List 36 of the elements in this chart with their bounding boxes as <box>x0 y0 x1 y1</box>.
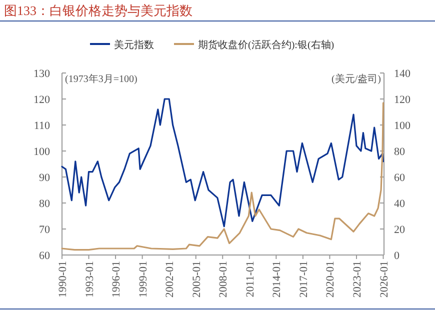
y-tick-label: 130 <box>34 68 50 80</box>
y-tick-label: 100 <box>34 146 50 158</box>
line-series <box>61 98 384 228</box>
legend-label: 期货收盘价(活跃合约):银(右轴) <box>198 39 334 51</box>
x-tick-label: 1999-01 <box>137 261 150 298</box>
x-tick-label: 2017-01 <box>298 261 310 298</box>
x-tick-label: 2026-01 <box>378 261 390 298</box>
y2-tick-label: 60 <box>394 172 406 184</box>
y2-tick-label: 120 <box>394 94 411 106</box>
y-tick-label: 70 <box>39 224 50 236</box>
y-tick-label: 110 <box>34 120 50 132</box>
y2-tick-label: 100 <box>394 120 411 132</box>
x-tick-label: 1990-01 <box>57 261 69 298</box>
x-tick-label: 1996-01 <box>110 261 123 298</box>
y-tick-label: 60 <box>39 250 50 262</box>
y-tick-label: 80 <box>39 198 50 210</box>
y-tick-label: 90 <box>39 172 50 184</box>
y2-tick-label: 0 <box>394 250 400 262</box>
y-axis-title: (1973年3月=100) <box>65 73 138 85</box>
y2-tick-label: 140 <box>394 68 411 80</box>
x-tick-label: 2008-01 <box>218 261 230 298</box>
x-tick-label: 2005-01 <box>190 261 203 298</box>
x-tick-label: 2023-01 <box>351 261 364 298</box>
legend-label: 美元指数 <box>114 39 154 51</box>
line-series <box>61 102 384 251</box>
y2-tick-label: 40 <box>394 198 406 210</box>
chart-title: 图133：白银价格走势与美元指数 <box>4 3 192 18</box>
x-tick-label: 2020-01 <box>324 261 337 298</box>
y-tick-label: 120 <box>34 94 50 106</box>
x-tick-label: 2014-01 <box>271 261 284 298</box>
x-tick-label: 2011-01 <box>244 261 256 298</box>
y2-axis-title: (美元/盎司) <box>332 73 381 85</box>
y2-tick-label: 20 <box>394 224 406 236</box>
y2-tick-label: 80 <box>394 146 406 158</box>
x-tick-label: 1993-01 <box>84 261 96 298</box>
x-tick-label: 2002-01 <box>164 261 176 298</box>
